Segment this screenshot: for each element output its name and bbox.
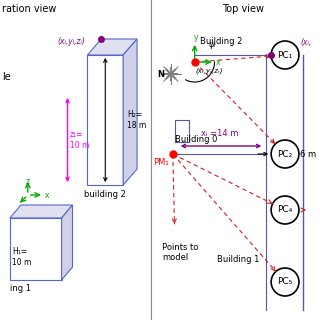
Text: ing 1: ing 1	[10, 284, 31, 293]
Bar	[10, 218, 61, 280]
Polygon shape	[10, 205, 73, 218]
Text: Points to
model: Points to model	[162, 243, 198, 262]
Text: (xᵢ,yᵢ,zᵢ): (xᵢ,yᵢ,zᵢ)	[58, 36, 85, 45]
Text: N: N	[157, 69, 164, 78]
Text: Building 0: Building 0	[175, 135, 217, 144]
Text: z: z	[26, 177, 30, 186]
Text: y: y	[193, 33, 198, 42]
Text: xᵢ =14 m: xᵢ =14 m	[201, 129, 238, 138]
Text: le: le	[2, 72, 11, 82]
Text: x: x	[216, 58, 220, 67]
Polygon shape	[87, 39, 137, 55]
Text: ration view: ration view	[2, 4, 56, 14]
Text: Building 1: Building 1	[217, 255, 259, 264]
Bar	[87, 55, 123, 185]
Text: z₁=
10 m: z₁= 10 m	[69, 130, 89, 150]
Polygon shape	[61, 205, 73, 280]
Text: building 2: building 2	[84, 190, 126, 199]
Text: H₂=
18 m: H₂= 18 m	[127, 110, 146, 130]
Text: ψᵣ: ψᵣ	[209, 39, 216, 49]
Text: Building 2: Building 2	[200, 37, 242, 46]
Text: H₁=
10 m: H₁= 10 m	[12, 247, 31, 267]
Text: PC₁: PC₁	[277, 51, 293, 60]
Text: Top view: Top view	[222, 4, 264, 14]
Text: (xᵣ,yᵣ,zᵣ): (xᵣ,yᵣ,zᵣ)	[196, 67, 223, 74]
Text: PC₄: PC₄	[277, 205, 293, 214]
Text: PM₁: PM₁	[153, 157, 169, 166]
Text: PC₂: PC₂	[277, 149, 293, 158]
Text: x: x	[45, 190, 49, 199]
Text: (xᵢ,: (xᵢ,	[300, 38, 311, 47]
Polygon shape	[123, 39, 137, 185]
Bar	[175, 120, 189, 142]
Text: 6 m: 6 m	[300, 149, 316, 158]
Text: PC₅: PC₅	[277, 277, 293, 286]
